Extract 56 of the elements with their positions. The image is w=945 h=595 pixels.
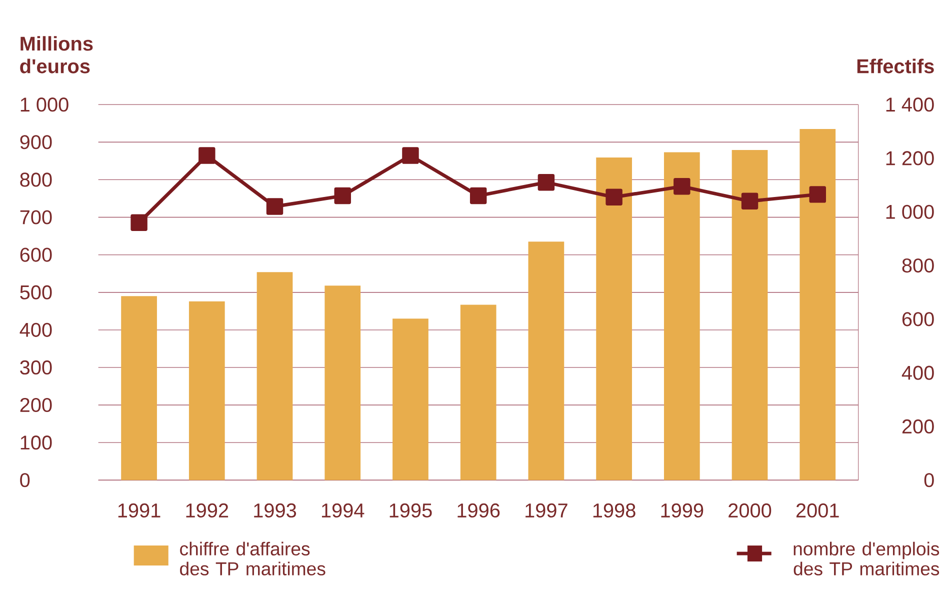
x-tick-label: 1997 bbox=[526, 504, 568, 518]
point bbox=[606, 188, 622, 206]
y2-tick-label: 0 bbox=[924, 473, 934, 488]
x-tick-label: 1999 bbox=[661, 504, 704, 518]
bar bbox=[800, 129, 836, 480]
bar bbox=[121, 296, 157, 480]
point bbox=[741, 192, 758, 210]
y2-tick-label: 800 bbox=[902, 258, 934, 273]
y-tick-label: 600 bbox=[20, 248, 52, 262]
bar bbox=[188, 302, 225, 480]
y-axis-title: Millions d'euros bbox=[20, 36, 93, 74]
y-tick-label: 900 bbox=[20, 135, 52, 150]
bar bbox=[460, 304, 496, 480]
legend-label: nombre d'emplois des TP maritimes bbox=[794, 542, 940, 576]
point bbox=[470, 188, 487, 204]
point bbox=[674, 178, 690, 195]
y-tick-label: 200 bbox=[20, 398, 52, 412]
point bbox=[334, 188, 351, 204]
y-tick-label: 0 bbox=[20, 473, 30, 488]
point bbox=[266, 198, 284, 216]
x-tick-label: 1995 bbox=[390, 504, 432, 518]
y2-tick-label: 400 bbox=[902, 366, 934, 380]
point bbox=[130, 214, 148, 232]
y2-tick-label: 1 400 bbox=[886, 98, 934, 112]
y-tick-label: 400 bbox=[20, 323, 52, 338]
y-tick-label: 100 bbox=[20, 436, 52, 450]
x-tick-label: 1992 bbox=[186, 504, 228, 518]
x-tick-label: 2000 bbox=[728, 504, 772, 518]
y-tick-label: 300 bbox=[20, 360, 52, 375]
y-tick-label: 1 000 bbox=[20, 98, 68, 112]
bar bbox=[324, 286, 361, 480]
point bbox=[809, 186, 826, 203]
y-tick-label: 500 bbox=[20, 285, 52, 300]
y-tick-label: 700 bbox=[20, 210, 52, 224]
y2-tick-label: 1 200 bbox=[886, 151, 934, 166]
point bbox=[538, 174, 555, 191]
bar bbox=[664, 152, 700, 480]
bar bbox=[392, 318, 428, 480]
y2-tick-label: 600 bbox=[902, 312, 934, 326]
x-tick-label: 1994 bbox=[322, 504, 364, 518]
bar bbox=[256, 272, 293, 480]
x-tick-label: 1993 bbox=[254, 504, 296, 518]
bar bbox=[596, 158, 632, 480]
y-tick-label: 800 bbox=[20, 172, 52, 187]
y2-axis-title: Effectifs bbox=[857, 58, 934, 74]
x-tick-label: 1991 bbox=[118, 504, 160, 518]
x-tick-label: 1998 bbox=[593, 504, 636, 518]
bar bbox=[528, 242, 564, 480]
x-tick-label: 2001 bbox=[796, 504, 839, 518]
x-tick-label: 1996 bbox=[458, 504, 500, 518]
bar bbox=[732, 150, 768, 480]
legend-label: chiffre d'affaires des TP maritimes bbox=[180, 542, 326, 576]
point bbox=[198, 147, 216, 164]
y2-tick-label: 200 bbox=[902, 420, 934, 434]
y2-tick-label: 1 000 bbox=[886, 204, 934, 220]
point bbox=[402, 147, 419, 164]
